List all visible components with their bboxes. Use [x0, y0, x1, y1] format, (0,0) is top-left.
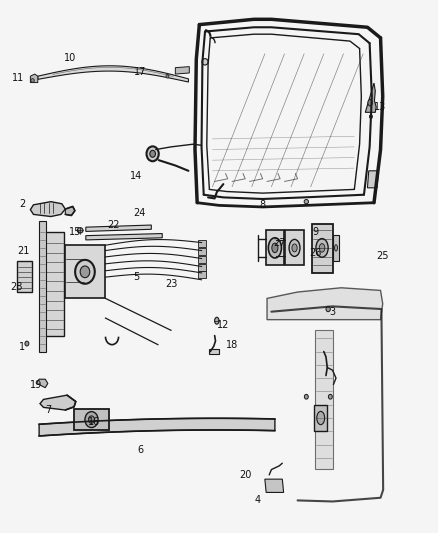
- Ellipse shape: [88, 416, 95, 423]
- Text: 8: 8: [260, 200, 266, 211]
- Polygon shape: [208, 349, 219, 354]
- Text: 10: 10: [64, 53, 77, 63]
- Polygon shape: [314, 405, 327, 431]
- Ellipse shape: [31, 78, 34, 82]
- Ellipse shape: [85, 411, 98, 427]
- Polygon shape: [30, 74, 38, 83]
- Ellipse shape: [80, 266, 90, 278]
- Ellipse shape: [150, 150, 155, 157]
- Text: 19: 19: [29, 379, 42, 390]
- Polygon shape: [365, 83, 376, 112]
- Text: 7: 7: [46, 405, 52, 415]
- Text: 23: 23: [165, 279, 177, 288]
- Text: 6: 6: [138, 445, 144, 455]
- Ellipse shape: [317, 411, 325, 425]
- Polygon shape: [30, 201, 65, 216]
- Polygon shape: [39, 418, 275, 436]
- Text: 13: 13: [374, 102, 387, 112]
- Ellipse shape: [304, 394, 308, 399]
- Polygon shape: [315, 330, 332, 469]
- Text: 11: 11: [12, 73, 24, 83]
- Polygon shape: [36, 379, 48, 387]
- Text: 1: 1: [18, 342, 25, 352]
- Ellipse shape: [202, 59, 208, 65]
- Polygon shape: [311, 224, 332, 273]
- Ellipse shape: [292, 244, 297, 252]
- Text: 9: 9: [312, 227, 318, 237]
- Polygon shape: [332, 235, 339, 261]
- Polygon shape: [175, 67, 189, 74]
- Text: 22: 22: [107, 220, 120, 230]
- Polygon shape: [198, 256, 206, 263]
- Ellipse shape: [368, 100, 372, 106]
- Ellipse shape: [369, 115, 372, 118]
- Polygon shape: [198, 248, 206, 255]
- Polygon shape: [265, 479, 284, 492]
- Text: 16: 16: [88, 417, 101, 427]
- Ellipse shape: [75, 260, 95, 284]
- Text: 21: 21: [18, 246, 30, 255]
- Polygon shape: [198, 264, 206, 271]
- Text: 4: 4: [254, 495, 261, 505]
- Text: 2: 2: [19, 199, 26, 209]
- Ellipse shape: [319, 244, 325, 252]
- Polygon shape: [198, 271, 206, 278]
- Polygon shape: [17, 261, 32, 292]
- Polygon shape: [38, 66, 188, 82]
- Text: 17: 17: [134, 68, 147, 77]
- Ellipse shape: [166, 74, 169, 78]
- Ellipse shape: [25, 341, 29, 346]
- Text: 27: 27: [273, 238, 286, 247]
- Ellipse shape: [147, 147, 159, 161]
- Ellipse shape: [304, 199, 308, 204]
- Text: 15: 15: [69, 227, 81, 237]
- Polygon shape: [367, 171, 378, 188]
- Ellipse shape: [316, 239, 328, 257]
- Polygon shape: [39, 221, 46, 352]
- Polygon shape: [198, 240, 206, 247]
- Ellipse shape: [328, 394, 332, 399]
- Text: 20: 20: [239, 470, 251, 480]
- Ellipse shape: [335, 245, 338, 251]
- Text: 14: 14: [130, 171, 142, 181]
- Text: 24: 24: [133, 208, 146, 219]
- Ellipse shape: [215, 317, 219, 324]
- Text: 12: 12: [217, 320, 230, 330]
- Polygon shape: [65, 206, 75, 215]
- Text: 5: 5: [133, 272, 139, 282]
- Ellipse shape: [326, 306, 330, 312]
- Polygon shape: [86, 233, 162, 240]
- Ellipse shape: [78, 228, 83, 233]
- Text: 25: 25: [377, 251, 389, 261]
- Polygon shape: [74, 409, 109, 430]
- Polygon shape: [44, 232, 64, 336]
- Polygon shape: [86, 225, 151, 231]
- Ellipse shape: [272, 243, 278, 253]
- Text: 18: 18: [226, 340, 238, 350]
- Text: 3: 3: [329, 306, 336, 317]
- Polygon shape: [286, 230, 304, 265]
- Ellipse shape: [268, 238, 282, 258]
- Polygon shape: [267, 288, 383, 320]
- Ellipse shape: [289, 239, 300, 256]
- Polygon shape: [40, 395, 76, 410]
- Polygon shape: [65, 245, 106, 298]
- Polygon shape: [266, 230, 284, 265]
- Text: 28: 28: [11, 282, 23, 292]
- Text: 26: 26: [309, 248, 321, 258]
